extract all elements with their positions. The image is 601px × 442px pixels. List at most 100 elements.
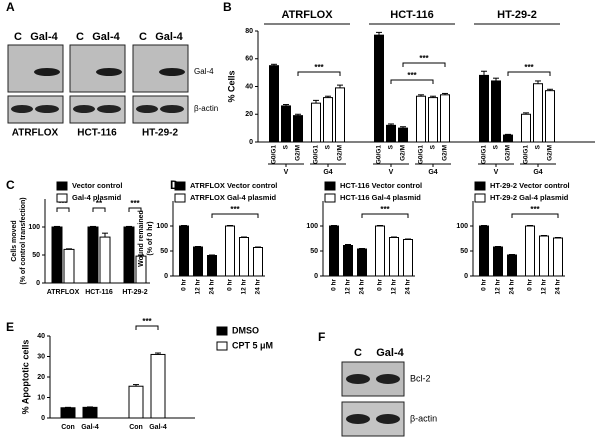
- y-axis-label: Wound remained: [138, 210, 145, 267]
- x-tick-label: 12 hr: [241, 279, 248, 295]
- protein-label: β-actin: [194, 104, 218, 113]
- significance-label: ***: [530, 205, 540, 214]
- y-tick-label: 50: [310, 248, 318, 255]
- x-tick-label: 0 hr: [377, 279, 384, 291]
- blot-frame: [69, 44, 126, 93]
- lane-label: C: [139, 31, 147, 43]
- x-tick-label: HT-29-2: [122, 289, 147, 296]
- significance-bracket: [128, 207, 142, 212]
- significance-label: ***: [314, 63, 324, 72]
- bar: [225, 225, 235, 277]
- x-tick-label: G2/M: [400, 145, 407, 161]
- y-tick-label: 40: [37, 333, 45, 340]
- lane-label: Gal-4: [30, 31, 58, 43]
- bar: [545, 90, 555, 143]
- significance-bracket: [211, 213, 259, 218]
- bar: [357, 248, 367, 277]
- bar: [82, 406, 98, 419]
- significance-bracket: [56, 207, 70, 212]
- significance-bracket: [361, 213, 409, 218]
- x-tick-label: G2/M: [295, 145, 302, 161]
- x-tick-label: G2/M: [337, 145, 344, 161]
- significance-label: **: [96, 199, 103, 208]
- legend-label: HT-29-2 Gal-4 plasmid: [490, 193, 569, 202]
- y-tick-label: 80: [245, 28, 253, 35]
- bar: [51, 226, 63, 284]
- legend-swatch: [216, 326, 228, 336]
- bar: [491, 80, 501, 143]
- y-axis-label: % Cells: [226, 70, 236, 102]
- significance-label: ***: [380, 205, 390, 214]
- significance-bracket: [511, 213, 559, 218]
- panel-letter: B: [223, 0, 232, 14]
- y-tick-label: 100: [28, 224, 40, 231]
- legend-swatch: [474, 181, 486, 191]
- bar: [193, 246, 203, 277]
- panel-letter: E: [6, 320, 14, 334]
- cell-line-label: HCT-116: [77, 128, 117, 139]
- band: [34, 68, 60, 76]
- panel-letter: F: [318, 330, 325, 344]
- bar: [403, 239, 413, 277]
- bar: [525, 225, 535, 277]
- group-title: HT-29-2: [497, 9, 537, 21]
- x-tick-label: ATRFLOX: [47, 289, 80, 296]
- bar: [521, 113, 531, 143]
- x-tick-label: 0 hr: [181, 279, 188, 291]
- x-tick-label: Con: [61, 424, 75, 431]
- y-tick-label: 0: [249, 139, 253, 146]
- bar: [323, 97, 333, 143]
- lane-label: Gal-4: [376, 347, 404, 359]
- legend-label: HCT-116 Vector control: [340, 181, 422, 190]
- protein-label: β-actin: [410, 413, 437, 423]
- significance-bracket: [507, 71, 551, 76]
- significance-label: ***: [58, 199, 68, 208]
- bar: [123, 226, 135, 284]
- y-tick-label: 100: [156, 223, 168, 230]
- lane-label: Gal-4: [92, 31, 120, 43]
- bar: [87, 226, 99, 284]
- x-tick-label: G0/G1: [313, 145, 320, 165]
- y-tick-label: 10: [37, 394, 45, 401]
- panel-letter: C: [6, 178, 15, 192]
- bar: [329, 225, 339, 277]
- bar: [507, 254, 517, 277]
- band: [160, 105, 184, 113]
- significance-label: ***: [407, 71, 417, 80]
- y-tick-label: 20: [37, 374, 45, 381]
- x-tick-label: 0 hr: [481, 279, 488, 291]
- y-tick-label: 50: [460, 248, 468, 255]
- legend-label: ATRFLOX Gal-4 plasmid: [190, 193, 277, 202]
- panel-letter: A: [6, 0, 15, 14]
- y-tick-label: 30: [37, 353, 45, 360]
- subgroup-label: G4: [323, 169, 332, 176]
- x-tick-label: G2/M: [547, 145, 554, 161]
- bar: [386, 124, 396, 143]
- group-title: ATRFLOX: [281, 9, 333, 21]
- lane-label: C: [76, 31, 84, 43]
- bar: [60, 407, 76, 419]
- protein-label: Gal-4: [194, 67, 214, 76]
- band: [376, 414, 400, 424]
- cell-line-label: HT-29-2: [142, 128, 179, 139]
- blot-frame: [132, 44, 189, 93]
- bar: [311, 102, 321, 143]
- x-tick-label: 24 hr: [405, 279, 412, 295]
- y-tick-label: 40: [245, 83, 253, 90]
- significance-label: ***: [130, 199, 140, 208]
- legend-label: Vector control: [72, 181, 122, 190]
- bar: [150, 353, 166, 419]
- legend-label: Gal-4 plasmid: [72, 193, 122, 202]
- legend-label: HCT-116 Gal-4 plasmid: [340, 193, 421, 202]
- x-tick-label: 0 hr: [227, 279, 234, 291]
- bar: [374, 34, 384, 143]
- x-tick-label: S: [535, 144, 542, 149]
- significance-label: ***: [230, 205, 240, 214]
- y-tick-label: 0: [314, 273, 318, 280]
- x-tick-label: G0/G1: [418, 145, 425, 165]
- significance-bracket: [135, 325, 159, 330]
- x-tick-label: 12 hr: [391, 279, 398, 295]
- subgroup-label: V: [284, 169, 289, 176]
- y-tick-label: 0: [41, 415, 45, 422]
- subgroup-label: G4: [533, 169, 542, 176]
